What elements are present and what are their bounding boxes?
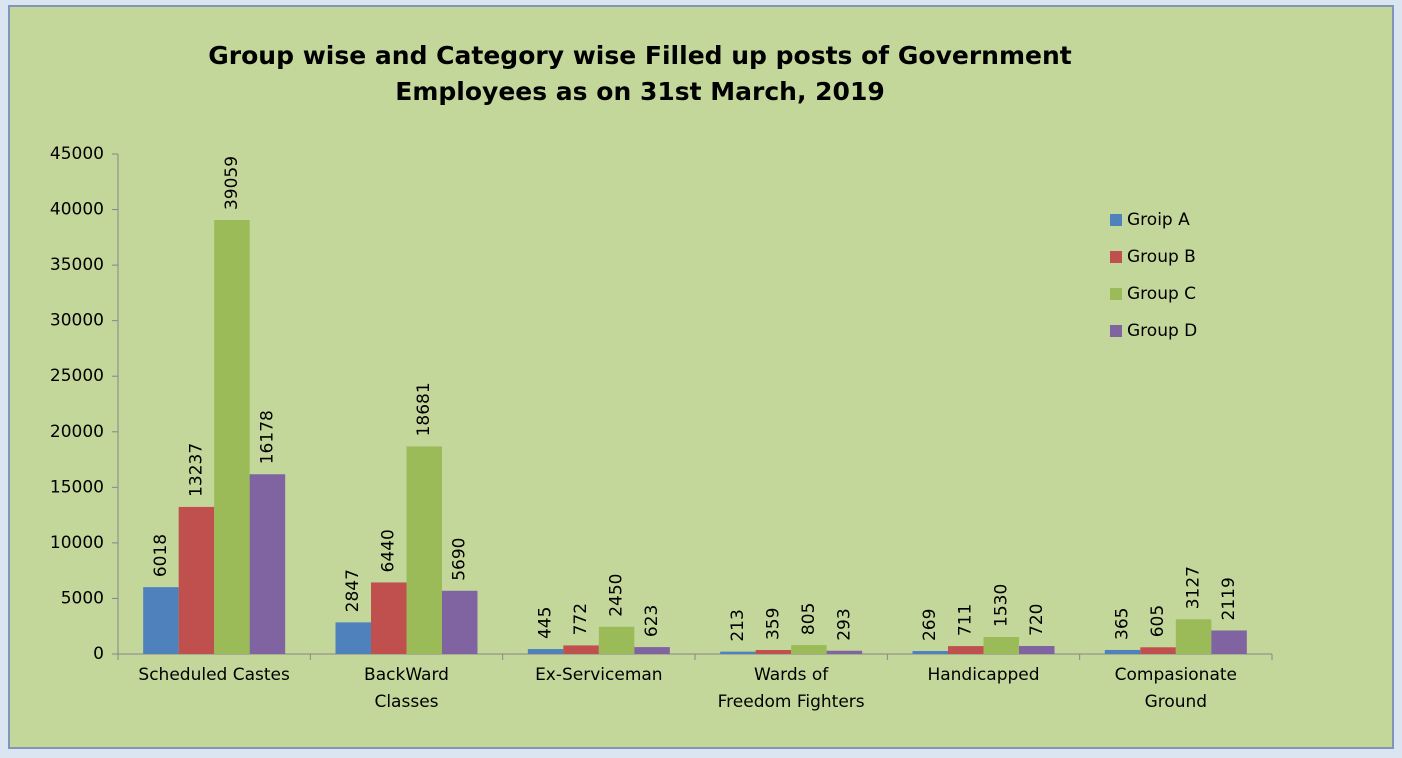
legend-swatch bbox=[1110, 288, 1122, 300]
value-label: 365 bbox=[1113, 607, 1133, 639]
value-label: 293 bbox=[834, 608, 854, 640]
y-tick-label: 10000 bbox=[50, 533, 104, 553]
y-tick-label: 0 bbox=[93, 644, 104, 664]
legend-label: Group B bbox=[1127, 247, 1196, 267]
value-label: 711 bbox=[956, 604, 976, 636]
legend-swatch bbox=[1110, 214, 1122, 226]
bar bbox=[143, 587, 179, 654]
value-label: 805 bbox=[799, 603, 819, 635]
bar bbox=[948, 646, 984, 654]
value-label: 39059 bbox=[222, 156, 242, 210]
bar bbox=[178, 506, 215, 654]
value-label: 623 bbox=[642, 605, 662, 637]
value-label: 1530 bbox=[991, 584, 1011, 627]
legend-label: Group D bbox=[1127, 321, 1197, 341]
y-tick-label: 15000 bbox=[50, 477, 104, 497]
value-label: 13237 bbox=[186, 443, 206, 497]
y-tick-label: 35000 bbox=[50, 255, 104, 275]
legend-swatch bbox=[1110, 251, 1122, 263]
legend-label: Group C bbox=[1127, 284, 1196, 304]
bar bbox=[442, 590, 478, 654]
value-label: 720 bbox=[1027, 604, 1047, 636]
value-label: 6018 bbox=[151, 534, 171, 577]
bar bbox=[563, 645, 599, 654]
bar bbox=[1104, 649, 1141, 654]
value-label: 445 bbox=[536, 607, 556, 639]
y-tick-label: 5000 bbox=[61, 588, 104, 608]
bar bbox=[1019, 646, 1055, 654]
value-label: 3127 bbox=[1184, 566, 1204, 609]
value-label: 16178 bbox=[257, 410, 277, 464]
value-label: 2847 bbox=[343, 569, 363, 612]
y-tick-label: 30000 bbox=[50, 311, 104, 331]
x-tick-label: Ex-Serviceman bbox=[535, 665, 663, 685]
value-label: 213 bbox=[728, 609, 748, 641]
legend-swatch bbox=[1110, 325, 1122, 337]
bar bbox=[755, 650, 792, 654]
bar bbox=[214, 220, 250, 654]
x-tick-label: Scheduled Castes bbox=[138, 665, 290, 685]
bar bbox=[826, 650, 863, 654]
x-tick-label: Compasionate Ground bbox=[1114, 665, 1237, 712]
bar bbox=[1211, 630, 1247, 654]
value-label: 6440 bbox=[379, 529, 399, 572]
bar bbox=[634, 647, 670, 654]
bar bbox=[371, 582, 407, 654]
value-label: 2119 bbox=[1219, 577, 1239, 620]
bar bbox=[249, 474, 286, 654]
bar bbox=[527, 649, 564, 654]
bar bbox=[983, 637, 1019, 654]
value-label: 18681 bbox=[414, 382, 434, 436]
bar bbox=[791, 645, 827, 654]
bar bbox=[406, 446, 442, 654]
value-label: 269 bbox=[920, 609, 940, 641]
value-label: 2450 bbox=[607, 574, 627, 617]
bar bbox=[912, 651, 948, 654]
bar bbox=[598, 626, 635, 654]
bar bbox=[1175, 619, 1212, 654]
y-tick-label: 25000 bbox=[50, 366, 104, 386]
legend-label: Groip A bbox=[1127, 210, 1190, 230]
y-tick-label: 20000 bbox=[50, 422, 104, 442]
bar bbox=[1140, 647, 1176, 654]
bar bbox=[335, 622, 371, 654]
x-tick-label: Wards of Freedom Fighters bbox=[717, 665, 865, 712]
x-tick-label: BackWard Classes bbox=[364, 665, 449, 712]
chart-title: Group wise and Category wise Filled up p… bbox=[208, 41, 1072, 106]
value-label: 359 bbox=[763, 608, 783, 640]
x-tick-label: Handicapped bbox=[927, 665, 1040, 685]
y-tick-label: 45000 bbox=[50, 144, 104, 164]
value-label: 605 bbox=[1148, 605, 1168, 637]
y-tick-label: 40000 bbox=[50, 200, 104, 220]
value-label: 5690 bbox=[450, 538, 470, 581]
bar bbox=[720, 651, 756, 654]
value-label: 772 bbox=[571, 603, 591, 635]
